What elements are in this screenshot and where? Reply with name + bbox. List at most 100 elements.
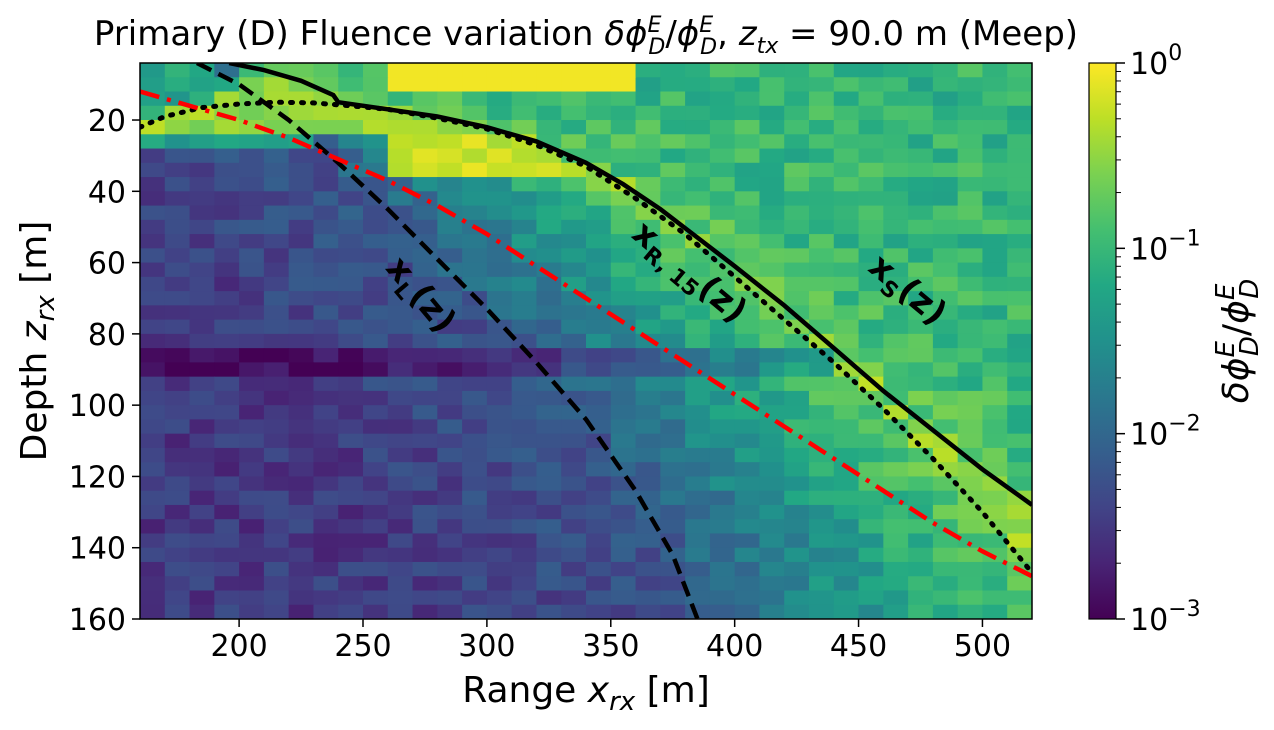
heatmap-cell xyxy=(536,462,562,478)
heatmap-cell xyxy=(338,348,364,363)
heatmap-cell xyxy=(214,219,240,235)
heatmap-cell xyxy=(189,533,215,549)
heatmap-cell xyxy=(536,504,562,520)
heatmap-cell xyxy=(486,604,513,619)
heatmap-cell xyxy=(263,248,290,264)
heatmap-cell xyxy=(784,504,810,520)
heatmap-cell xyxy=(363,305,389,321)
heatmap-cell xyxy=(734,91,761,107)
heatmap-cell xyxy=(462,405,488,421)
y-tick-label: 100 xyxy=(69,389,126,424)
heatmap-cell xyxy=(784,262,810,278)
heatmap-cell xyxy=(957,333,984,349)
heatmap-cell xyxy=(239,561,265,577)
heatmap-cell xyxy=(610,590,637,606)
heatmap-cell xyxy=(561,276,587,292)
heatmap-cell xyxy=(734,63,761,78)
heatmap-cell xyxy=(288,447,315,463)
heatmap-cell xyxy=(883,134,909,150)
heatmap-cell xyxy=(164,376,191,392)
heatmap-cell xyxy=(288,462,315,478)
heatmap-cell xyxy=(734,234,761,249)
heatmap-cell xyxy=(883,362,909,378)
heatmap-cell xyxy=(957,590,984,606)
heatmap-cell xyxy=(412,390,438,406)
heatmap-cell xyxy=(387,305,414,321)
heatmap-cell xyxy=(833,162,860,178)
heatmap-cell xyxy=(164,305,191,321)
heatmap-cell xyxy=(536,262,562,278)
heatmap-cell xyxy=(214,333,240,349)
heatmap-cell xyxy=(561,333,587,349)
heatmap-cell xyxy=(858,590,884,606)
heatmap-cell xyxy=(586,219,612,235)
heatmap-cell xyxy=(883,148,909,164)
heatmap-cell xyxy=(189,276,215,292)
heatmap-cell xyxy=(239,547,265,563)
heatmap-cell xyxy=(709,576,736,592)
heatmap-cell xyxy=(338,447,364,463)
heatmap-cell xyxy=(189,248,215,264)
heatmap-cell xyxy=(412,490,438,506)
heatmap-cell xyxy=(883,476,909,492)
heatmap-cell xyxy=(635,533,661,549)
heatmap-cell xyxy=(982,590,1008,606)
heatmap-cell xyxy=(858,333,884,349)
heatmap-cell xyxy=(635,547,661,563)
heatmap-cell xyxy=(511,276,538,292)
heatmap-cell xyxy=(462,91,488,107)
heatmap-cell xyxy=(685,205,711,221)
heatmap-cell xyxy=(586,276,612,292)
heatmap-cell xyxy=(462,490,488,506)
heatmap-cell xyxy=(338,519,364,535)
heatmap-cell xyxy=(536,248,562,264)
heatmap-cell xyxy=(363,504,389,520)
heatmap-cell xyxy=(214,77,240,93)
heatmap-cell xyxy=(338,248,364,264)
heatmap-cell xyxy=(412,604,438,619)
heatmap-cell xyxy=(189,590,215,606)
heatmap-cell xyxy=(511,120,538,135)
heatmap-cell xyxy=(189,433,215,449)
heatmap-cell xyxy=(932,63,959,78)
heatmap-cell xyxy=(610,120,637,135)
heatmap-cell xyxy=(660,105,686,121)
y-tick-label: 140 xyxy=(69,532,126,567)
heatmap-cell xyxy=(809,547,835,563)
heatmap-cell xyxy=(734,77,761,93)
heatmap-cell xyxy=(809,476,835,492)
heatmap-cell xyxy=(809,490,835,506)
colorbar-tick-label: 10−2 xyxy=(1130,412,1201,453)
heatmap-cell xyxy=(709,219,736,235)
heatmap-cell xyxy=(437,148,463,164)
heatmap-cell xyxy=(685,390,711,406)
heatmap-cell xyxy=(1007,134,1032,150)
heatmap-cell xyxy=(957,248,984,264)
heatmap-cell xyxy=(759,405,785,421)
heatmap-cell xyxy=(363,490,389,506)
heatmap-cell xyxy=(462,162,488,178)
heatmap-cell xyxy=(462,319,488,335)
heatmap-cell xyxy=(660,433,686,449)
heatmap-cell xyxy=(908,319,934,335)
heatmap-cell xyxy=(363,177,389,192)
heatmap-cell xyxy=(561,576,587,592)
heatmap-cell xyxy=(387,63,414,78)
heatmap-cell xyxy=(561,134,587,150)
heatmap-cell xyxy=(709,91,736,107)
heatmap-cell xyxy=(214,476,240,492)
heatmap-cell xyxy=(164,576,191,592)
heatmap-cell xyxy=(734,305,761,321)
heatmap-cell xyxy=(660,77,686,93)
heatmap-cell xyxy=(437,547,463,563)
heatmap-cell xyxy=(833,262,860,278)
heatmap-cell xyxy=(288,234,315,249)
heatmap-cell xyxy=(833,604,860,619)
heatmap-cell xyxy=(561,604,587,619)
heatmap-cell xyxy=(957,63,984,78)
heatmap-cell xyxy=(511,590,538,606)
heatmap-cell xyxy=(462,604,488,619)
heatmap-cell xyxy=(809,162,835,178)
heatmap-cell xyxy=(982,576,1008,592)
